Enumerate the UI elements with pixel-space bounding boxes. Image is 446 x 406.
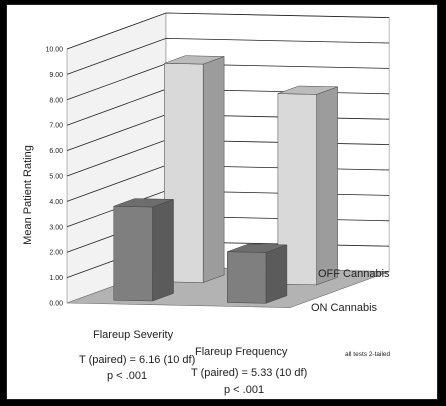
y-tick-label: 8.00 bbox=[49, 97, 63, 104]
y-axis-label: Mean Patient Rating bbox=[22, 145, 34, 245]
y-tick-label: 10.00 bbox=[45, 47, 63, 54]
y-tick-label: 0.00 bbox=[49, 301, 63, 308]
severity-t-stat: T (paired) = 6.16 (10 df) bbox=[79, 354, 195, 366]
chart-frame: 0.00 1.00 2.00 3.00 4.00 5.00 6.00 7.00 8.00 9.00… bbox=[6, 4, 438, 400]
bar-on-cannabis-0-side bbox=[152, 199, 174, 302]
bar-off-cannabis-0 bbox=[164, 55, 225, 283]
series-label-off-cannabis: OFF Cannabis bbox=[318, 268, 390, 280]
tails-note: all tests 2-tailed bbox=[345, 351, 391, 358]
chart-svg: 0.00 1.00 2.00 3.00 4.00 5.00 6.00 7.00 8.00 9.00… bbox=[22, 12, 391, 396]
category-label-flareup-severity: Flareup Severity bbox=[93, 329, 174, 341]
bar-on-cannabis-1-front bbox=[227, 251, 267, 304]
category-label-flareup-frequency: Flareup Frequency bbox=[195, 346, 288, 358]
series-label-on-cannabis: ON Cannabis bbox=[311, 302, 378, 314]
frequency-t-stat: T (paired) = 5.33 (10 df) bbox=[191, 367, 307, 379]
bar-on-cannabis-0 bbox=[113, 198, 174, 302]
y-tick-label: 4.00 bbox=[49, 199, 63, 206]
y-tick-label: 6.00 bbox=[49, 148, 63, 155]
gridline bbox=[66, 12, 390, 50]
bar-off-cannabis-0-top bbox=[164, 55, 225, 65]
bar-on-cannabis-0-front bbox=[113, 205, 153, 302]
bar-off-cannabis-1 bbox=[277, 85, 338, 286]
y-tick-label: 2.00 bbox=[49, 250, 63, 257]
bar-off-cannabis-0-side bbox=[202, 56, 225, 283]
y-tick-label: 3.00 bbox=[49, 224, 63, 231]
frequency-p-value: p < .001 bbox=[224, 384, 264, 396]
bar-on-cannabis-1-top bbox=[227, 243, 287, 253]
bar-off-cannabis-1-side bbox=[316, 86, 338, 286]
bar-on-cannabis-1 bbox=[227, 243, 288, 304]
bar-off-cannabis-1-top bbox=[277, 85, 338, 95]
y-tick-label: 7.00 bbox=[49, 123, 63, 130]
y-tick-label: 9.00 bbox=[49, 72, 63, 79]
gridline bbox=[66, 37, 390, 75]
severity-p-value: p < .001 bbox=[107, 370, 147, 382]
bar-on-cannabis-1-side bbox=[265, 244, 288, 304]
y-tick-label: 1.00 bbox=[49, 275, 63, 282]
y-tick-label: 5.00 bbox=[49, 174, 63, 181]
bar-on-cannabis-0-top bbox=[113, 198, 174, 208]
